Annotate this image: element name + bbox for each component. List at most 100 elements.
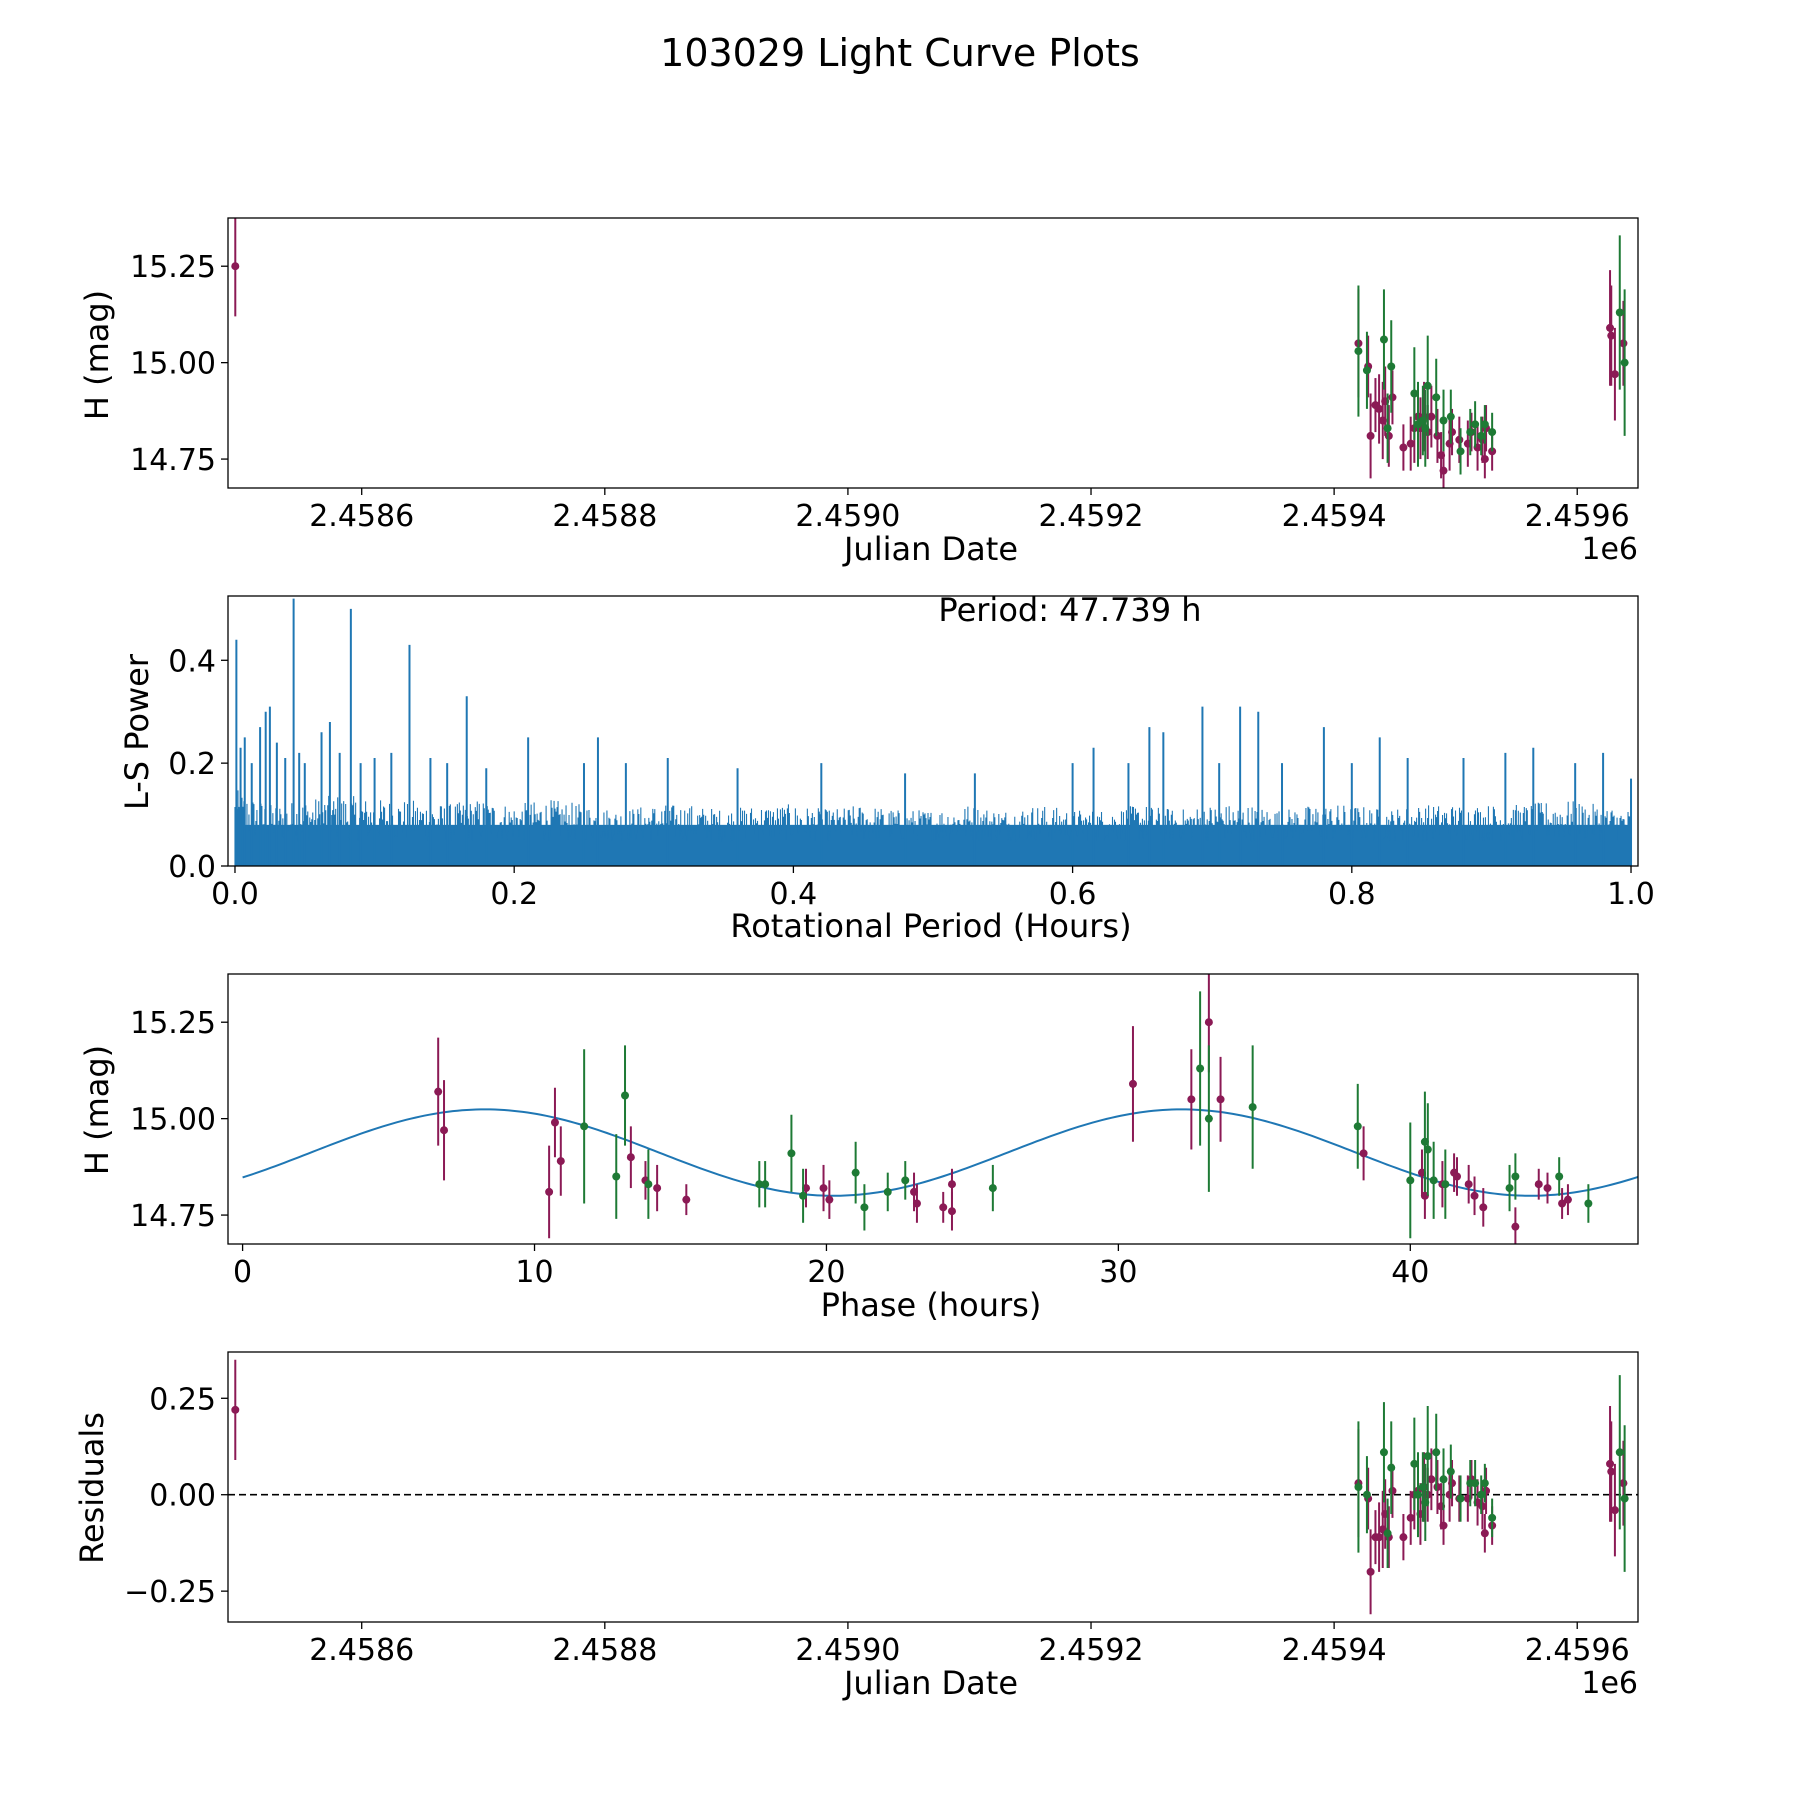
lightcurve-point <box>231 262 240 271</box>
lightcurve-frame <box>227 217 1639 489</box>
residuals-point <box>1439 1475 1448 1484</box>
residuals-point <box>1606 1459 1615 1468</box>
phased-point <box>947 1207 956 1216</box>
phased-xlabel: Phase (hours) <box>821 1286 1042 1324</box>
lightcurve-point <box>1439 466 1448 475</box>
residuals-xtick-label: 2.4596 <box>1525 1633 1630 1668</box>
periodogram-xtick-label: 0.6 <box>1049 877 1097 912</box>
phased-point <box>755 1180 764 1189</box>
residuals-xlabel: Julian Date <box>842 1664 1018 1702</box>
residuals-frame <box>227 1351 1639 1623</box>
lightcurve-point <box>1379 335 1388 344</box>
lightcurve-point <box>1488 428 1497 437</box>
phased-point <box>1479 1203 1488 1212</box>
residuals-point <box>1480 1479 1489 1488</box>
lightcurve-plot-area: 2.4586 2.4588 2.4590 2.4592 2.4594 2.4596 14.7… <box>130 217 1639 534</box>
residuals-plot-area: 2.4586 2.4588 2.4590 2.4592 2.4594 2.4596 −0.2… <box>124 1351 1639 1668</box>
phased-point <box>644 1180 653 1189</box>
lightcurve-point <box>1455 435 1464 444</box>
phased-point <box>1359 1149 1368 1158</box>
residuals-point <box>1362 1490 1371 1499</box>
phased-point <box>1505 1184 1514 1193</box>
phased-point <box>825 1195 834 1204</box>
phased-point <box>912 1199 921 1208</box>
lightcurve-xtick-label: 2.4592 <box>1039 499 1144 534</box>
residuals-xtick-label: 2.4590 <box>795 1633 900 1668</box>
residuals-point <box>1477 1490 1486 1499</box>
phased-point <box>434 1087 443 1096</box>
lightcurve-xtick-label: 2.4594 <box>1282 499 1387 534</box>
lightcurve-xtick-label: 2.4596 <box>1525 499 1630 534</box>
lightcurve-panel: 2.4586 2.4588 2.4590 2.4592 2.4594 2.4596 14.7… <box>78 217 1639 568</box>
phased-point <box>988 1184 997 1193</box>
lightcurve-offset-label: 1e6 <box>1581 532 1638 567</box>
lightcurve-xtick-label: 2.4590 <box>795 499 900 534</box>
phased-point <box>819 1184 828 1193</box>
lightcurve-point <box>1406 439 1415 448</box>
lightcurve-point <box>1607 331 1616 340</box>
residuals-point <box>1383 1529 1392 1538</box>
period-annotation: Period: 47.739 h <box>938 591 1201 629</box>
residuals-xtick-label: 2.4586 <box>309 1633 414 1668</box>
phased-ylabel: H (mag) <box>78 1045 116 1175</box>
lightcurve-ylabel: H (mag) <box>78 290 116 420</box>
periodogram-xtick-label: 0.0 <box>211 877 259 912</box>
lightcurve-point <box>1384 431 1393 440</box>
lightcurve-point <box>1410 389 1419 398</box>
figure-title: 103029 Light Curve Plots <box>660 31 1140 75</box>
residuals-point <box>1388 1486 1397 1495</box>
lightcurve-point <box>1477 431 1486 440</box>
phased-point <box>1511 1172 1520 1181</box>
lightcurve-point <box>1387 362 1396 371</box>
phased-point <box>1453 1172 1462 1181</box>
lightcurve-point <box>1620 358 1629 367</box>
residuals-point <box>1375 1533 1384 1542</box>
residuals-point <box>1354 1483 1363 1491</box>
phased-point <box>653 1184 662 1193</box>
residuals-panel: 2.4586 2.4588 2.4590 2.4592 2.4594 2.4596 −0.2… <box>73 1351 1639 1702</box>
lightcurve-point <box>1362 366 1371 375</box>
lightcurve-point <box>1456 447 1465 456</box>
phased-point <box>860 1203 869 1212</box>
phased-point <box>556 1157 565 1166</box>
lightcurve-ytick-label: 15.00 <box>130 347 216 382</box>
phased-point <box>1441 1180 1450 1189</box>
phased-point <box>1543 1184 1552 1193</box>
lightcurve-point <box>1432 393 1441 402</box>
residuals-point <box>231 1405 240 1414</box>
lightcurve-point <box>1466 428 1475 437</box>
lightcurve-xtick-label: 2.4588 <box>552 499 657 534</box>
lightcurve-point <box>1480 455 1489 464</box>
phased-xtick-label: 10 <box>515 1255 553 1290</box>
periodogram-xtick-label: 0.4 <box>770 877 818 912</box>
phased-point <box>1464 1180 1473 1189</box>
phased-point <box>1353 1122 1362 1131</box>
residuals-xtick-label: 2.4588 <box>552 1633 657 1668</box>
phased-point <box>851 1168 860 1177</box>
lightcurve-point <box>1606 323 1615 332</box>
phased-point <box>1187 1095 1196 1104</box>
residuals-point <box>1488 1513 1497 1522</box>
phased-point <box>1470 1191 1479 1200</box>
residuals-point <box>1366 1567 1375 1576</box>
residuals-point <box>1471 1479 1480 1488</box>
residuals-xtick-label: 2.4594 <box>1282 1633 1387 1668</box>
residuals-point <box>1439 1521 1448 1530</box>
residuals-point <box>1427 1475 1436 1484</box>
periodogram-series <box>234 598 1633 866</box>
phased-point <box>580 1122 589 1131</box>
phased-ytick-label: 15.25 <box>130 1006 216 1041</box>
phased-point <box>1423 1145 1432 1154</box>
periodogram-xtick-label: 0.8 <box>1328 877 1376 912</box>
periodogram-ytick-label: 0.0 <box>168 850 216 885</box>
phased-point <box>1196 1064 1205 1073</box>
phased-point <box>1558 1199 1567 1208</box>
phased-point <box>545 1187 554 1196</box>
lightcurve-series <box>231 218 1629 488</box>
residuals-point <box>1387 1463 1396 1472</box>
lightcurve-ytick-label: 14.75 <box>130 443 216 478</box>
phased-point <box>883 1187 892 1196</box>
phased-point <box>682 1195 691 1204</box>
phased-point <box>1216 1095 1225 1104</box>
